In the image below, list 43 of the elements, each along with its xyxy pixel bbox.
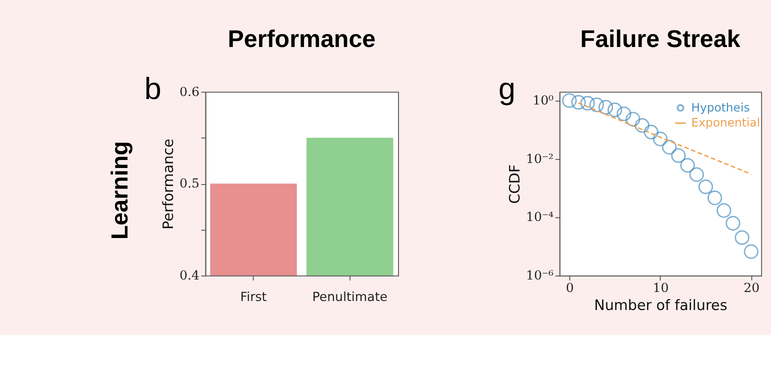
point: [671, 148, 686, 163]
point: [744, 244, 758, 259]
legend-label: Exponential: [691, 116, 760, 130]
x-tick-label: 20: [744, 280, 760, 296]
chart-title: Performance: [228, 26, 376, 53]
text: g: [498, 72, 516, 106]
legend-label: Hypotheis: [691, 100, 750, 114]
point: [562, 93, 577, 108]
x-tick-label: 0: [566, 280, 574, 296]
point: [662, 140, 677, 155]
point: [598, 100, 614, 115]
point: [608, 102, 622, 118]
y-tick-label: 10⁻⁴: [526, 209, 554, 224]
point: [734, 230, 750, 245]
point: [571, 94, 586, 110]
y-tick-label: 10⁻⁶: [526, 268, 554, 283]
x-tick-label: 10: [652, 280, 669, 296]
y-tick-label: 0.5: [180, 176, 200, 191]
point: [726, 216, 740, 231]
y-tick-label: 10⁰: [532, 92, 554, 108]
text: Learning: [106, 141, 132, 240]
point: [707, 190, 722, 206]
point: [680, 158, 695, 173]
point: [634, 118, 650, 133]
point: [689, 167, 704, 182]
y-axis-title: CCDF: [508, 164, 524, 204]
point: [616, 106, 632, 122]
point: [698, 180, 714, 194]
x-tick-label: First: [240, 289, 267, 304]
text: b: [144, 72, 162, 106]
y-tick-label: 10⁻²: [526, 150, 554, 166]
point: [589, 98, 604, 112]
y-axis-title: Performance: [161, 138, 178, 230]
point: [652, 132, 668, 146]
y-tick-label: 0.6: [180, 84, 200, 99]
y-tick-label: 0.4: [180, 268, 200, 283]
point: [580, 96, 595, 111]
chart-title: Failure Streak: [580, 26, 741, 53]
point: [626, 112, 640, 126]
x-tick-label: Penultimate: [312, 289, 388, 304]
point: [716, 203, 732, 218]
x-axis-title: Number of failures: [594, 298, 728, 314]
point: [644, 124, 659, 140]
